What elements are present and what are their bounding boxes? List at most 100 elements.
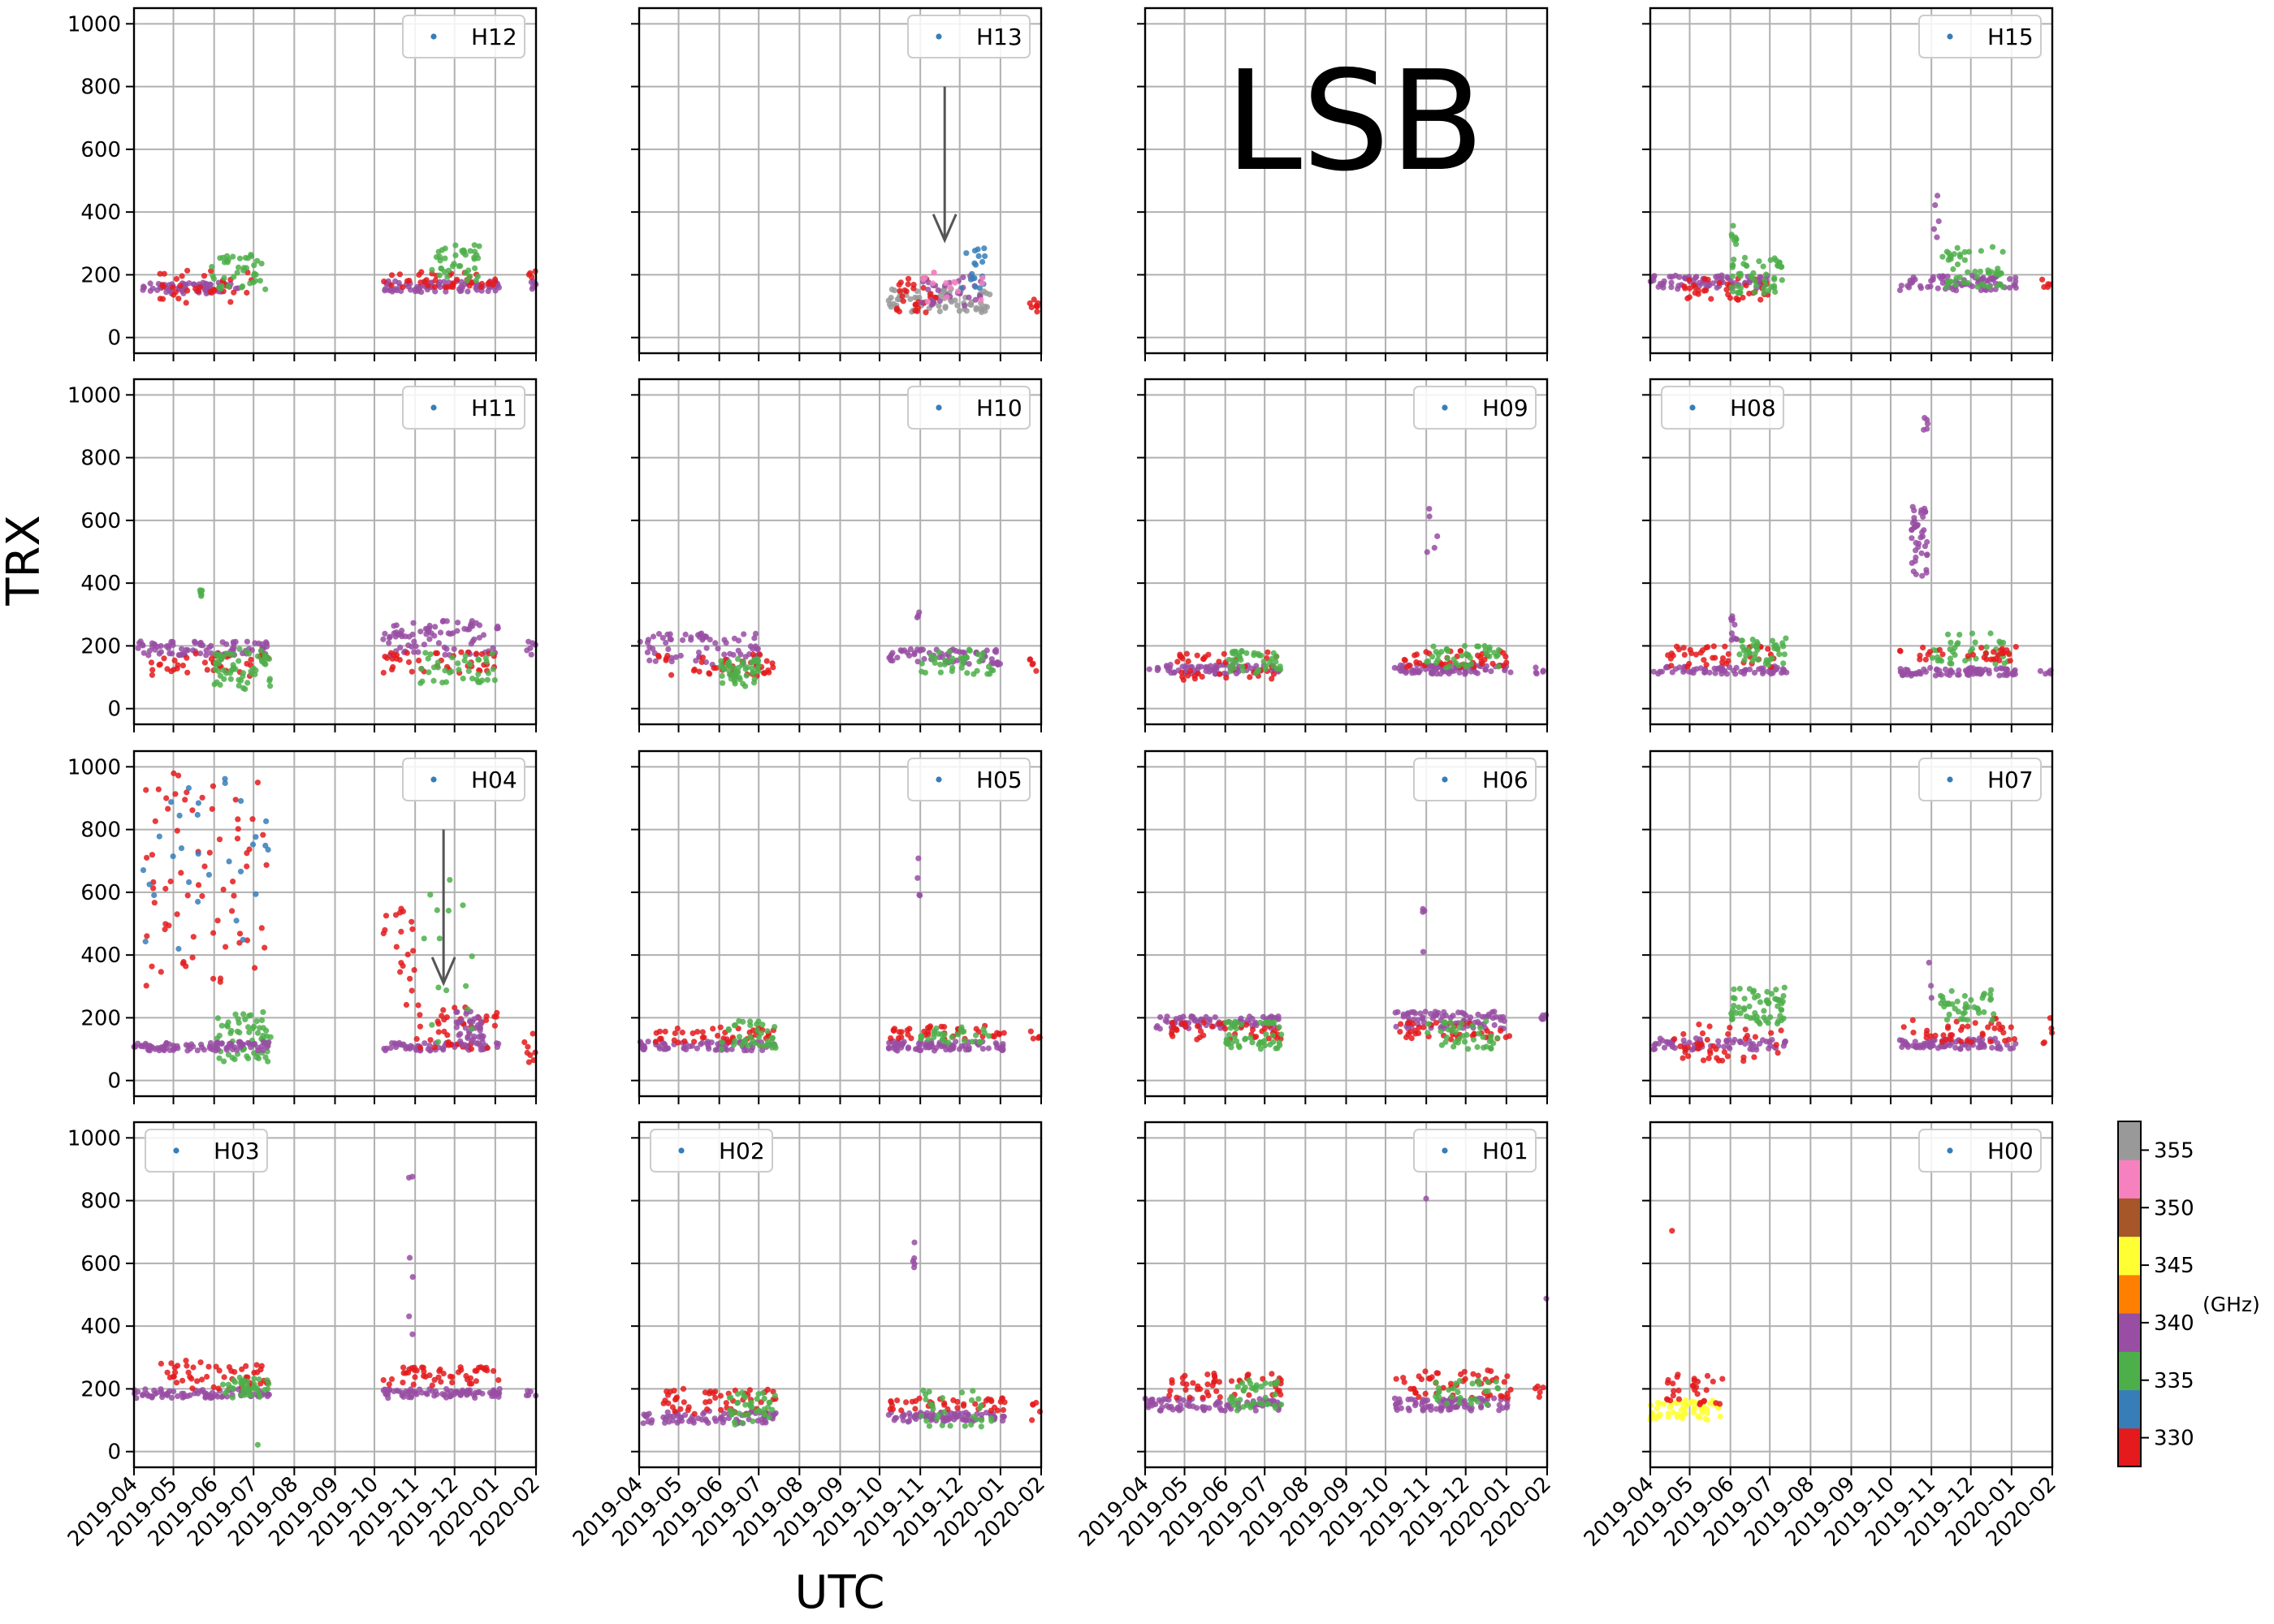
data-point [1930, 226, 1937, 232]
legend-marker [936, 33, 942, 40]
data-point [1935, 192, 1941, 199]
data-point [1397, 1029, 1403, 1035]
data-point [769, 660, 776, 667]
data-point [416, 271, 422, 279]
data-point [1700, 1057, 1707, 1064]
data-point [891, 1417, 897, 1423]
data-point [453, 276, 460, 283]
data-point [1230, 665, 1237, 672]
data-point [1965, 248, 1973, 255]
data-point [260, 1009, 266, 1015]
data-point [1222, 1026, 1229, 1032]
data-point [215, 1385, 222, 1392]
data-point [764, 1028, 771, 1034]
data-point [695, 649, 703, 656]
data-point [1256, 652, 1262, 659]
data-point [1968, 996, 1974, 1004]
data-point [2041, 283, 2047, 291]
data-point [258, 925, 265, 931]
data-point [937, 661, 944, 668]
data-point [974, 1416, 980, 1423]
data-point [469, 1039, 475, 1045]
data-point [530, 640, 536, 646]
data-point [169, 650, 175, 657]
data-point [405, 659, 413, 666]
data-point [252, 640, 258, 646]
data-point [492, 276, 499, 283]
data-point [1240, 667, 1247, 674]
data-point [1474, 670, 1481, 676]
data-point [1145, 1398, 1152, 1405]
data-point [772, 1024, 778, 1030]
data-point [972, 296, 979, 303]
data-point [1939, 279, 1946, 286]
data-point [149, 640, 155, 646]
data-point [422, 279, 429, 285]
data-point [672, 654, 680, 660]
data-point [468, 641, 474, 647]
data-point [409, 918, 415, 925]
data-point [1169, 1033, 1176, 1039]
data-point [165, 806, 171, 812]
data-point [726, 667, 733, 675]
data-point [474, 274, 481, 280]
data-point [1178, 669, 1185, 676]
data-point [1757, 1021, 1763, 1027]
data-point [886, 654, 893, 661]
data-point [151, 892, 158, 899]
data-point [1461, 642, 1468, 650]
data-point [447, 1393, 453, 1400]
data-point [387, 287, 394, 293]
data-point [147, 287, 153, 294]
data-point [1674, 643, 1680, 650]
data-point [1985, 1024, 1991, 1030]
data-point [1896, 287, 1904, 293]
data-point [690, 667, 698, 674]
data-point [492, 287, 499, 294]
data-point [465, 667, 472, 675]
data-point [939, 1395, 945, 1402]
data-point [1680, 1030, 1687, 1038]
data-point [664, 1389, 670, 1395]
data-point [493, 1013, 499, 1020]
data-point [216, 1367, 223, 1374]
data-point [400, 284, 406, 291]
data-point [1695, 287, 1701, 294]
data-point [1236, 652, 1243, 659]
data-point [209, 264, 215, 270]
data-point [252, 965, 258, 971]
data-point [1771, 274, 1778, 281]
data-point [198, 588, 205, 595]
data-point [146, 648, 153, 654]
data-point [1995, 1021, 2002, 1027]
legend-label: H06 [1482, 767, 1528, 793]
data-point [1507, 669, 1514, 676]
data-point [1999, 248, 2006, 255]
data-point [475, 657, 482, 663]
data-point [250, 279, 257, 286]
data-point [1779, 277, 1785, 283]
data-point [1714, 1055, 1720, 1061]
data-point [1696, 1021, 1702, 1028]
data-point [718, 1406, 724, 1413]
panel-h05: H05 [631, 749, 1043, 1104]
data-point [1410, 1021, 1416, 1027]
legend-marker [1947, 33, 1953, 40]
data-point [426, 669, 432, 676]
data-point [941, 1409, 948, 1415]
data-point [229, 908, 236, 914]
data-point [1972, 1020, 1978, 1026]
data-point [455, 1020, 461, 1026]
data-point [1180, 676, 1187, 683]
data-point [750, 1418, 756, 1424]
data-point [1223, 1036, 1230, 1043]
data-point [380, 636, 387, 642]
data-point [411, 1364, 417, 1371]
y-tick-label: 200 [80, 1006, 121, 1030]
data-point [1213, 1388, 1220, 1394]
data-point [1947, 1042, 1953, 1049]
data-point [1917, 510, 1924, 516]
data-point [417, 1044, 424, 1052]
data-point [170, 284, 176, 291]
